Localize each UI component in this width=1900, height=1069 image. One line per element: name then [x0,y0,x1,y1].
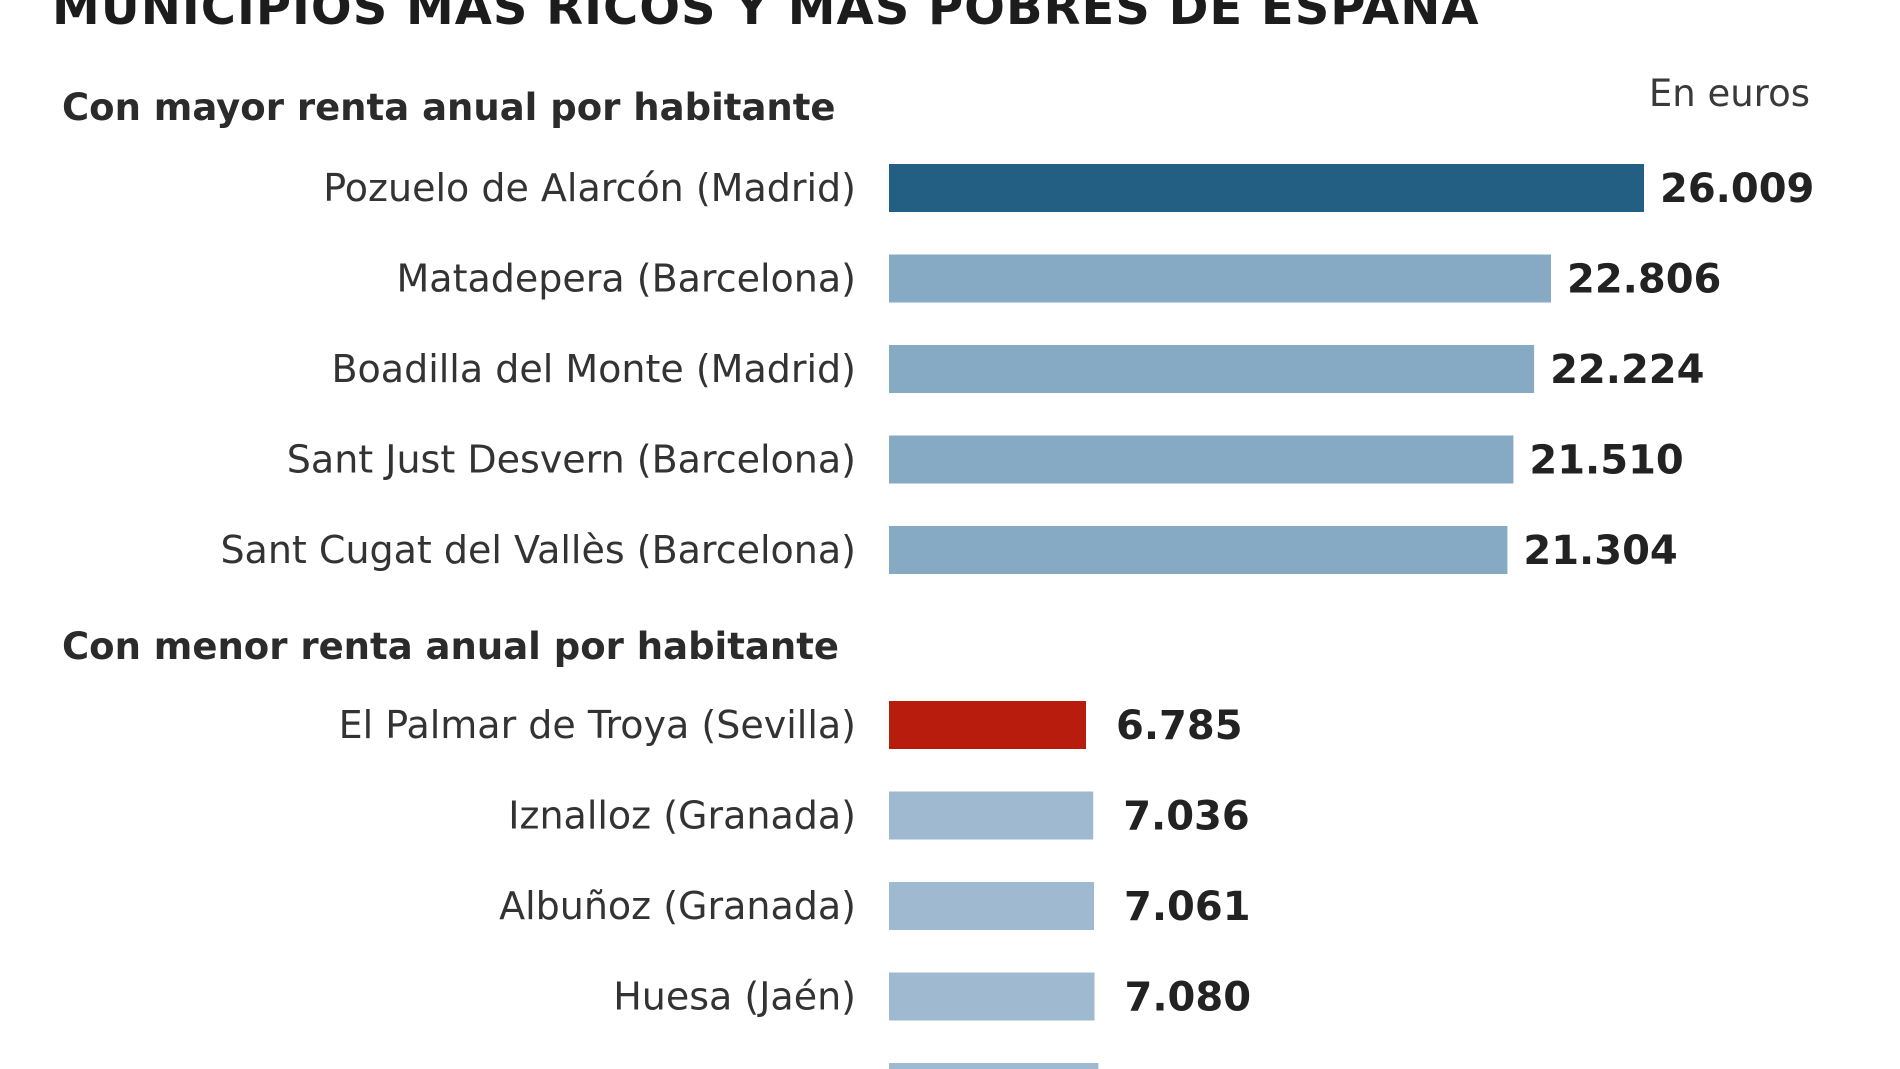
value-label: 7.212 [1128,1065,1255,1069]
chart-title: MUNICIPIOS MÁS RICOS Y MÁS POBRES DE ESP… [52,0,1480,36]
bar [889,164,1644,212]
bar-group: Con menor renta anual por habitante El Pa… [62,625,1255,1069]
bar [889,972,1095,1021]
category-label: Matadepera (Barcelona) [397,257,857,301]
value-label: 6.785 [1116,703,1243,749]
category-label: Huesa (Jaén) [613,975,856,1019]
value-label: 7.036 [1123,794,1250,840]
category-label: Boadilla del Monte (Madrid) [331,347,856,391]
value-label: 26.009 [1660,166,1814,212]
category-label: Pozuelo de Alarcón (Madrid) [323,166,856,210]
bar-group: Con mayor renta anual por habitante Pozue… [62,86,1814,574]
bar [889,254,1551,303]
bar [889,1063,1099,1069]
value-label: 22.806 [1567,257,1721,303]
category-label: Iznalloz (Granada) [508,794,856,838]
group-heading: Con menor renta anual por habitante [62,625,839,668]
bar [889,345,1535,393]
value-label: 21.304 [1523,528,1677,574]
value-label: 21.510 [1529,438,1683,484]
bar [889,701,1086,749]
bar-groups: Con mayor renta anual por habitante Pozue… [62,86,1814,1069]
category-label: Albuñoz (Granada) [499,884,856,928]
unit-label: En euros [1649,72,1810,115]
category-label: Pruna (Sevilla) [580,1065,856,1069]
category-label: Sant Just Desvern (Barcelona) [287,438,856,482]
value-label: 7.061 [1124,884,1251,930]
bar [889,435,1514,484]
bar [889,791,1094,840]
group-heading: Con mayor renta anual por habitante [62,86,836,129]
category-label: Sant Cugat del Vallès (Barcelona) [220,528,856,572]
value-label: 7.080 [1125,975,1252,1021]
bar [889,526,1508,574]
value-label: 22.224 [1550,347,1704,393]
category-label: El Palmar de Troya (Sevilla) [339,703,856,747]
bar [889,882,1094,930]
